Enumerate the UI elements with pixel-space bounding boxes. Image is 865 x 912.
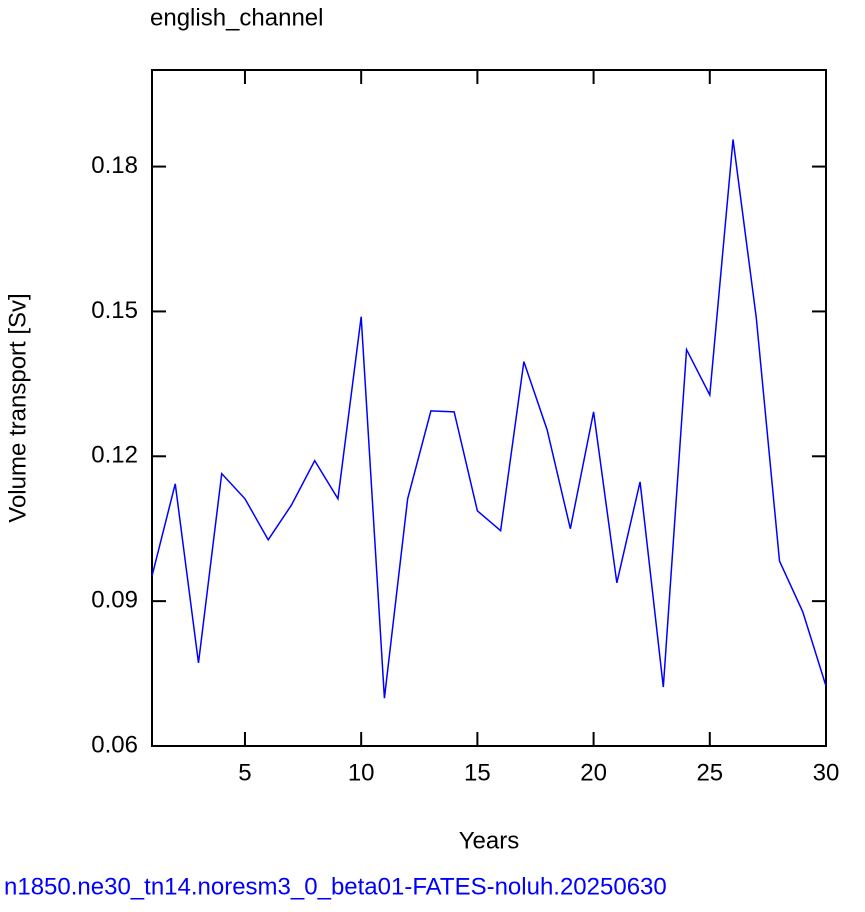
x-tick-label: 30: [813, 759, 840, 786]
x-tick-label: 15: [464, 759, 491, 786]
x-axis-label: Years: [459, 827, 520, 854]
y-tick-label: 0.15: [91, 297, 138, 324]
y-tick-label: 0.18: [91, 152, 138, 179]
x-tick-label: 25: [696, 759, 723, 786]
chart-title: english_channel: [150, 4, 323, 31]
y-tick-label: 0.06: [91, 731, 138, 758]
footer: n1850.ne30_tn14.noresm3_0_beta01-FATES-n…: [4, 873, 667, 900]
x-tick-label: 20: [580, 759, 607, 786]
plot-frame: [151, 69, 827, 747]
y-axis-label: Volume transport [Sv]: [4, 293, 31, 522]
y-tick-label: 0.12: [91, 442, 138, 469]
x-tick-label: 10: [348, 759, 375, 786]
y-tick-label: 0.09: [91, 586, 138, 613]
x-tick-label: 5: [238, 759, 251, 786]
data-line: [151, 139, 827, 699]
